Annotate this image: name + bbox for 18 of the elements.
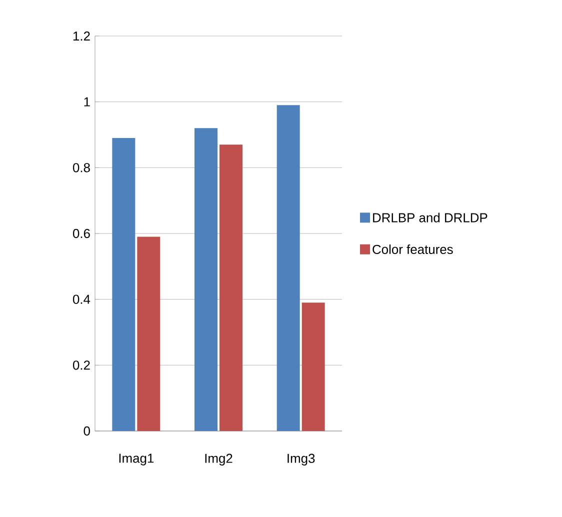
y-tick-label: 1: [84, 97, 90, 106]
bar: [302, 302, 325, 431]
y-tick-label: 0: [84, 426, 90, 436]
bar: [194, 128, 218, 431]
x-tick-label: Img2: [205, 454, 232, 466]
x-tick-label: Img3: [288, 454, 315, 466]
bar: [220, 144, 242, 431]
y-tick-label: 0.2: [72, 360, 90, 370]
legend-label: DRLBP and DRLDP: [373, 212, 488, 222]
y-tick-label: 0.8: [72, 163, 90, 172]
x-tick-label: Imag1: [119, 454, 154, 466]
y-tick-label: 0.4: [72, 294, 90, 304]
legend-label: Color features: [372, 244, 453, 254]
y-tick-label: 1.2: [73, 31, 90, 41]
bar: [112, 138, 136, 431]
bar: [137, 236, 160, 431]
bar: [276, 105, 300, 431]
y-tick-label: 0.6: [72, 228, 90, 238]
